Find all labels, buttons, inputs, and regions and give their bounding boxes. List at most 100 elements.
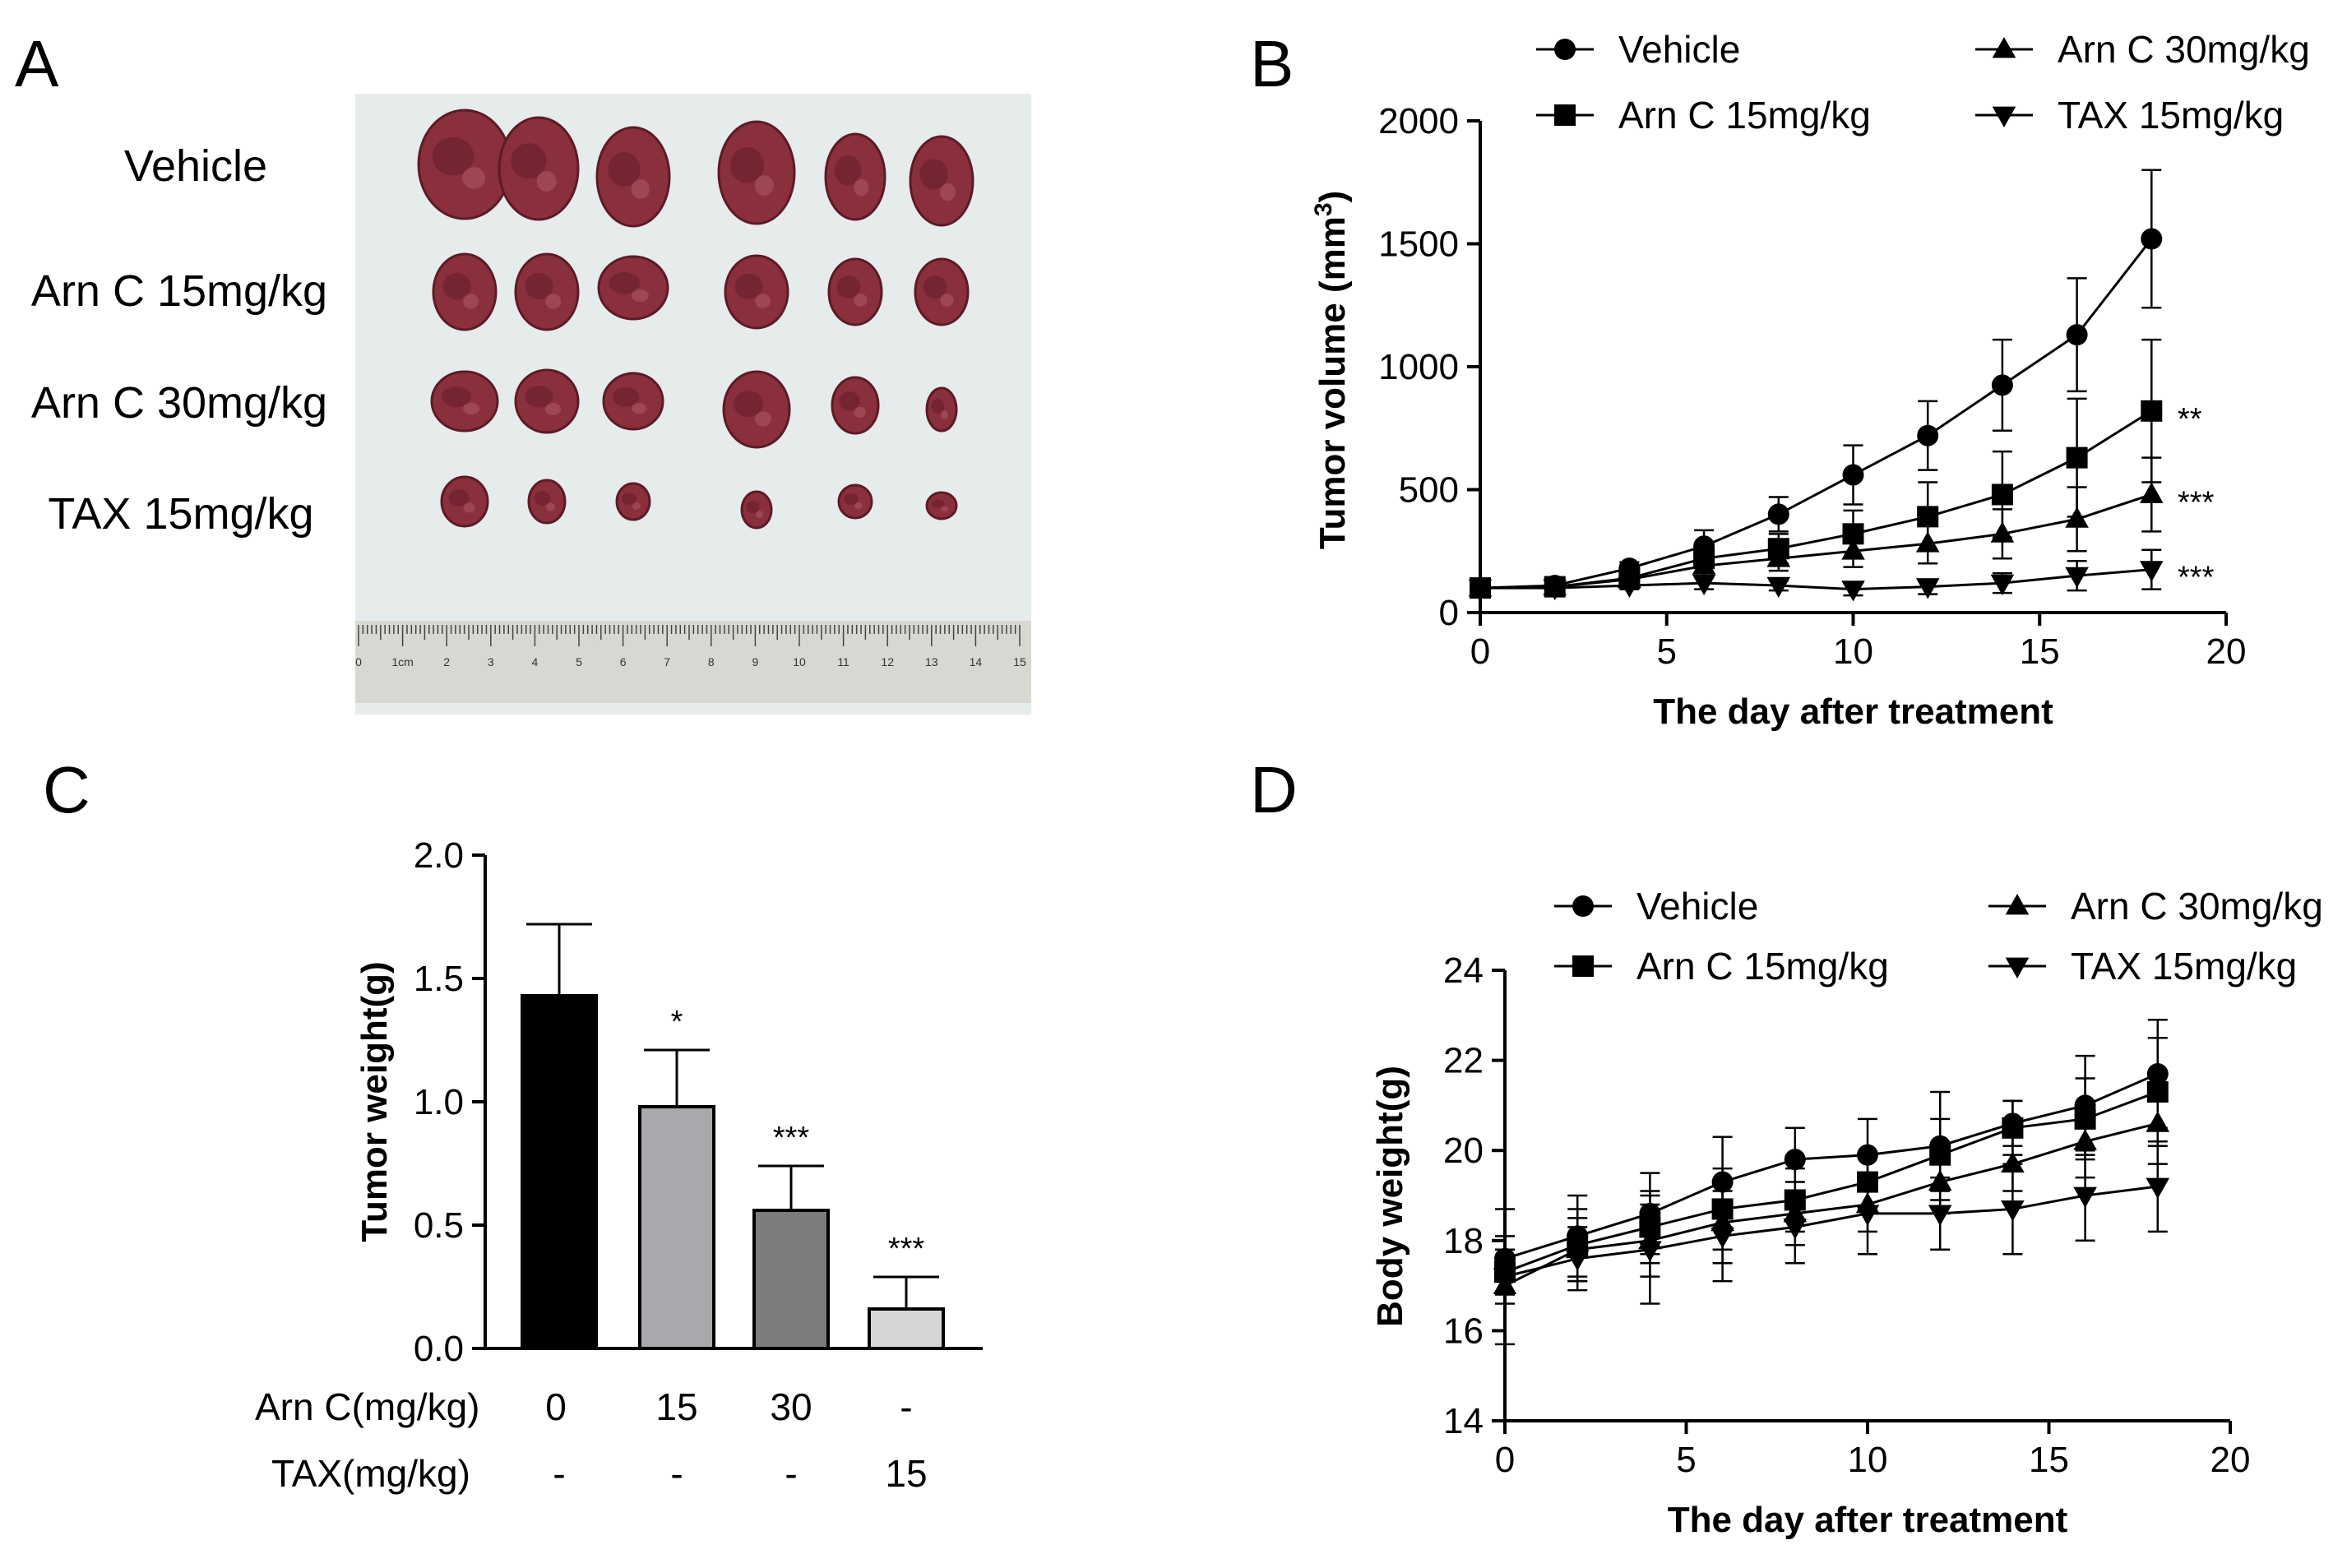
tumor-shading xyxy=(442,273,471,300)
data-point xyxy=(2141,400,2163,422)
x-tick-label: 15 xyxy=(2029,1440,2069,1480)
tumor-highlight xyxy=(463,502,475,513)
tumor-shading xyxy=(511,143,547,179)
tumor xyxy=(724,254,789,330)
y-tick-label: 20 xyxy=(1443,1131,1484,1171)
tumor xyxy=(722,370,791,449)
bar xyxy=(752,1209,830,1350)
data-point xyxy=(2002,1117,2024,1139)
data-point xyxy=(1841,539,1865,560)
y-tick-label: 14 xyxy=(1443,1401,1484,1441)
y-tick-label: 1500 xyxy=(1378,224,1459,265)
data-point xyxy=(1767,503,1789,525)
tumor-highlight xyxy=(754,175,774,196)
data-point xyxy=(1638,1241,1662,1262)
tumor-shading xyxy=(839,391,860,411)
ruler-label: 11 xyxy=(837,655,849,668)
legend-label: Arn C 15mg/kg xyxy=(1618,94,1871,136)
tumor-shading xyxy=(448,489,470,506)
ruler-strip xyxy=(355,621,1031,703)
data-point xyxy=(1783,1218,1808,1240)
y-tick-label: 1.5 xyxy=(414,959,464,999)
data-point xyxy=(1572,895,1594,917)
tumor-shading xyxy=(734,274,763,299)
data-point xyxy=(1766,546,1791,567)
series-line xyxy=(1504,1090,2159,1274)
tumor-shading xyxy=(734,391,763,418)
y-tick-label: 0.0 xyxy=(414,1329,464,1369)
y-tick-label: 22 xyxy=(1443,1041,1484,1081)
data-point xyxy=(1991,483,2013,506)
x-tick-label: 15 xyxy=(2020,631,2060,672)
x-tick-label: 10 xyxy=(1848,1440,1888,1480)
y-axis-label-main: Tumor volume (mm xyxy=(1312,216,1353,549)
tumor-highlight xyxy=(463,294,479,309)
legend-label: TAX 15mg/kg xyxy=(2058,94,2284,136)
tumor-shading xyxy=(432,137,474,176)
tumor-highlight xyxy=(940,294,954,307)
table-row-label-arnc: Arn C(mg/kg) xyxy=(255,1385,479,1428)
data-point xyxy=(1855,1205,1880,1226)
tumor-shading xyxy=(525,273,553,300)
tumor xyxy=(597,255,669,321)
tumor-highlight xyxy=(854,406,866,419)
data-point xyxy=(1468,579,1493,601)
tumor-shading xyxy=(919,159,948,190)
tumor-highlight xyxy=(463,402,479,415)
tumor xyxy=(602,372,664,431)
tumor-shading xyxy=(746,501,760,514)
x-tick-label: 5 xyxy=(1657,631,1677,672)
tumor-highlight xyxy=(462,167,486,189)
bar xyxy=(638,1105,715,1350)
panel-label-a: A xyxy=(15,27,59,100)
ruler-label: 6 xyxy=(620,655,627,668)
y-tick-label: 1.0 xyxy=(414,1082,464,1122)
significance-label: *** xyxy=(773,1121,810,1155)
tumor-shading xyxy=(931,499,945,509)
panel-a-photo: 0 1cm 2 3 4 5 6 7 8 9 10 11 12 13 14 15 Vehicle Arn C 1… xyxy=(31,94,1031,715)
y-axis-label: Tumor volume (mm3) xyxy=(1310,191,1353,549)
tumor xyxy=(432,252,498,331)
tumor xyxy=(925,386,958,432)
ruler-label: 1cm xyxy=(391,655,413,668)
data-point xyxy=(1543,579,1567,601)
tumor xyxy=(914,257,970,326)
tumor xyxy=(827,257,883,326)
y-axis-label-close: ) xyxy=(1312,191,1353,203)
data-point xyxy=(1572,955,1594,977)
legend: Vehicle Arn C 15mg/kg Arn C 30mg/kg TAX 15m… xyxy=(1554,885,2323,988)
series-line xyxy=(1480,568,2152,591)
ruler-label: 8 xyxy=(708,655,715,668)
tumor xyxy=(837,483,873,520)
data-point xyxy=(1992,37,2016,58)
y-tick-label: 1000 xyxy=(1378,347,1459,387)
y-tick-label: 18 xyxy=(1443,1221,1484,1261)
tumor-shading xyxy=(729,147,765,183)
data-point xyxy=(1554,39,1576,60)
tumor-shading xyxy=(931,399,945,414)
tumor-shading xyxy=(609,272,641,294)
tumor xyxy=(615,482,651,521)
x-tick-label: 20 xyxy=(2210,1440,2251,1480)
data-point xyxy=(1992,106,2016,127)
series-3 xyxy=(1493,1140,2170,1346)
legend-label: Arn C 30mg/kg xyxy=(2058,28,2310,71)
row-label-tax15: TAX 15mg/kg xyxy=(48,489,313,539)
series-line xyxy=(1504,1122,2159,1287)
row-label-arnc15: Arn C 15mg/kg xyxy=(31,266,327,316)
table-cell-arnc: 0 xyxy=(545,1385,567,1428)
panel-b-tumor-volume-chart: 0 5 10 15 20 0 500 1000 1500 2000 The day after tr… xyxy=(1310,28,2310,732)
ruler-label: 13 xyxy=(925,655,938,668)
tumor-highlight xyxy=(545,294,562,309)
data-point xyxy=(1554,104,1576,126)
y-axis-label: Body weight(g) xyxy=(1370,1066,1410,1327)
ruler-label: 3 xyxy=(488,655,494,668)
legend-label: TAX 15mg/kg xyxy=(2071,945,2297,988)
ruler-label: 0 xyxy=(355,655,362,668)
data-point xyxy=(1917,424,1939,446)
tumor xyxy=(717,120,796,225)
data-point xyxy=(1565,1250,1590,1271)
